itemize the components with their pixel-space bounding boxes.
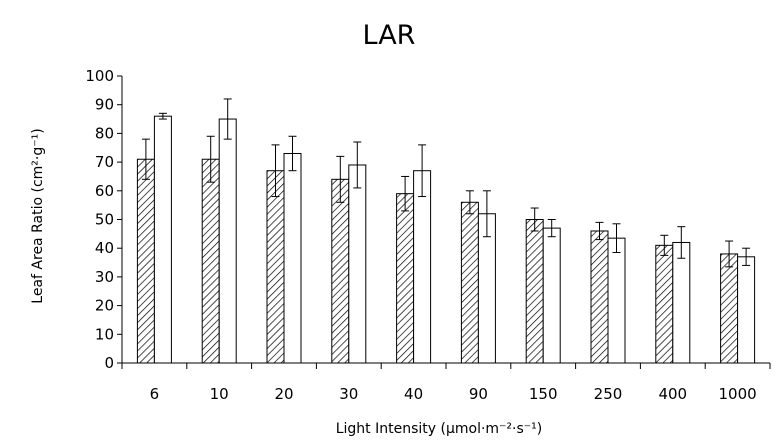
bar-hatched <box>331 178 350 364</box>
error-bar <box>288 135 297 172</box>
y-tick-label: 20 <box>95 297 114 315</box>
x-tick-label: 250 <box>594 385 623 403</box>
error-bar <box>465 190 474 215</box>
y-tick-label: 90 <box>95 96 114 114</box>
error-bar <box>401 175 410 212</box>
y-tick-label: 0 <box>104 354 114 372</box>
error-bar <box>677 226 686 259</box>
error-bar <box>271 144 280 198</box>
bar-hatched <box>460 201 479 364</box>
x-tick-label: 400 <box>658 385 687 403</box>
bar-white <box>737 256 756 364</box>
bar-white <box>607 237 626 364</box>
x-axis-ticks: 6 10 20 30 40 90 150 250 400 1000 <box>121 363 771 403</box>
y-tick-label: 40 <box>95 239 114 257</box>
bars-layer <box>136 115 756 364</box>
error-bars-layer <box>141 98 751 268</box>
bar-white <box>672 241 691 364</box>
error-bar <box>530 207 539 232</box>
x-tick-label: 10 <box>210 385 229 403</box>
error-bar <box>418 144 427 198</box>
x-tick-label: 6 <box>150 385 160 403</box>
bar-hatched <box>525 219 544 364</box>
x-tick-label: 1000 <box>719 385 757 403</box>
error-bar <box>547 219 556 238</box>
error-bar <box>742 247 751 266</box>
y-tick-label: 80 <box>95 124 114 142</box>
x-tick-label: 30 <box>339 385 358 403</box>
bar-white <box>283 152 302 364</box>
error-bar <box>206 135 215 183</box>
x-tick-label: 20 <box>274 385 293 403</box>
y-axis-label: Leaf Area Ratio (cm²·g⁻¹) <box>30 128 46 303</box>
chart-title: LAR <box>363 20 416 51</box>
y-tick-label: 30 <box>95 268 114 286</box>
error-bar <box>660 234 669 256</box>
bar-hatched <box>720 253 739 364</box>
bar-white <box>542 227 561 364</box>
bar-white <box>153 115 172 364</box>
bar-hatched <box>396 193 415 364</box>
y-tick-label: 100 <box>85 67 114 85</box>
error-bar <box>158 112 167 120</box>
bar-hatched <box>266 170 285 364</box>
bar-white <box>218 118 237 364</box>
bar-white <box>348 164 367 364</box>
x-tick-label: 150 <box>529 385 558 403</box>
error-bar <box>336 155 345 203</box>
y-tick-label: 10 <box>95 325 114 343</box>
error-bar <box>141 138 150 180</box>
y-axis-ticks: 0 10 20 30 40 50 60 70 80 90 100 <box>85 67 122 372</box>
bar-white <box>413 170 432 364</box>
bar-hatched <box>201 158 220 364</box>
bar-hatched <box>136 158 155 364</box>
x-tick-label: 40 <box>404 385 423 403</box>
error-bar <box>482 190 491 238</box>
error-bar <box>725 240 734 268</box>
error-bar <box>595 221 604 241</box>
x-tick-label: 90 <box>469 385 488 403</box>
y-tick-label: 60 <box>95 182 114 200</box>
x-axis-label: Light Intensity (μmol·m⁻²·s⁻¹) <box>336 421 543 437</box>
bar-hatched <box>655 244 674 364</box>
error-bar <box>223 98 232 140</box>
error-bar <box>353 141 362 189</box>
y-tick-label: 50 <box>95 211 114 229</box>
error-bar <box>612 223 621 254</box>
bar-hatched <box>590 230 609 364</box>
y-tick-label: 70 <box>95 153 114 171</box>
